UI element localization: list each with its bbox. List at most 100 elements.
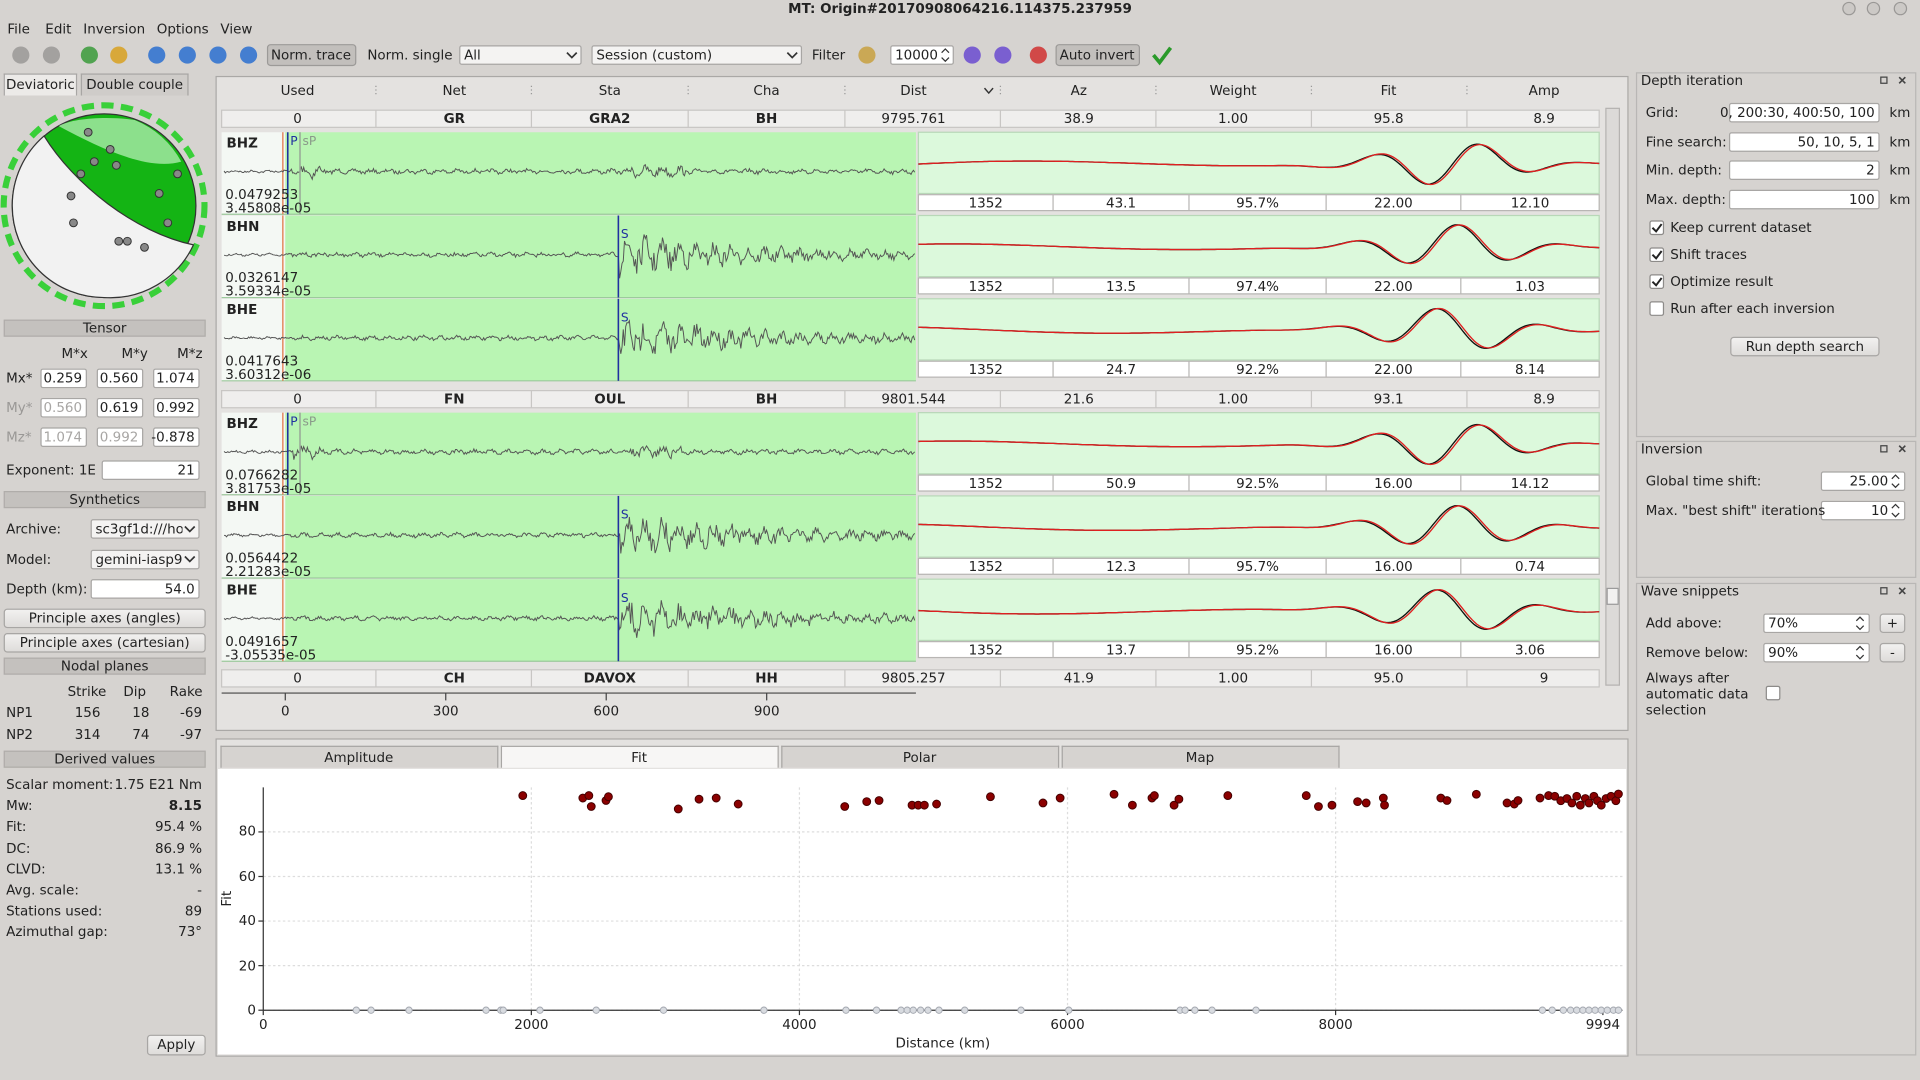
depth-field[interactable] [1728, 131, 1880, 152]
session-combo[interactable] [591, 45, 803, 65]
selection-combo[interactable] [459, 45, 582, 65]
stats-cell: 1352 [968, 278, 1003, 295]
checkbox-label[interactable]: Run after each inversion [1670, 300, 1835, 317]
fit-window [917, 131, 1600, 195]
menu-item[interactable]: Edit [45, 21, 72, 38]
stats-cell: 92.5% [1236, 475, 1279, 492]
tab[interactable] [80, 73, 189, 96]
stats-cell: 13.5 [1106, 278, 1137, 295]
filter-spin[interactable] [890, 45, 954, 65]
spin-box[interactable] [1820, 500, 1906, 521]
scrollbar[interactable] [1605, 107, 1620, 686]
depth-field[interactable] [1728, 189, 1880, 210]
fit-window [917, 298, 1600, 361]
tensor-cell[interactable] [40, 397, 87, 418]
tab[interactable] [220, 745, 499, 768]
checkbox-label[interactable]: Shift traces [1670, 246, 1747, 263]
checkbox-label[interactable]: Optimize result [1670, 273, 1774, 290]
trace-window [285, 579, 916, 662]
synthetic-combo[interactable] [90, 549, 200, 569]
tab[interactable] [500, 745, 779, 768]
tensor-cell[interactable] [40, 368, 87, 389]
column-header[interactable]: Weight [1209, 82, 1257, 99]
section-title: Nodal planes [60, 658, 149, 675]
menu-item[interactable]: File [7, 21, 30, 38]
tensor-cell[interactable] [40, 427, 87, 447]
stats-cell: 1352 [968, 642, 1003, 659]
button-text: Principle axes (cartesian) [19, 634, 190, 651]
column-header[interactable]: Used [280, 82, 315, 99]
menu-item[interactable]: Options [156, 21, 209, 38]
tensor-cell[interactable] [96, 368, 144, 389]
column-header[interactable]: Amp [1528, 82, 1560, 99]
button-text: + [1886, 615, 1899, 632]
checkbox-label[interactable]: Always after automatic data selection [1645, 670, 1749, 719]
scrollbar-handle[interactable] [1606, 587, 1619, 605]
button-text: Run depth search [1745, 338, 1865, 355]
column-header[interactable]: Dist [900, 82, 927, 99]
unused-point [1065, 1006, 1073, 1014]
tensor-cell[interactable] [153, 397, 200, 418]
checkbox[interactable] [1649, 301, 1665, 316]
observed-waveform [223, 234, 916, 279]
menu-item[interactable]: View [220, 21, 253, 38]
combo-arrow [566, 52, 578, 59]
checkbox[interactable] [1765, 685, 1781, 701]
axes-button[interactable] [3, 632, 206, 653]
snippet-button[interactable] [1879, 613, 1906, 634]
column-header[interactable]: Sta [598, 82, 621, 99]
tab[interactable] [781, 745, 1060, 768]
station-cell: OUL [594, 391, 626, 408]
window-title: MT: Origin#20170908064216.114375.237959 [788, 0, 1132, 17]
toolbar-label[interactable]: Norm. single [367, 47, 453, 64]
unused-point [592, 1006, 600, 1014]
column-header[interactable]: Az [1070, 82, 1087, 99]
column-header[interactable]: Fit [1380, 82, 1397, 99]
amplitude-label: 0.0491657 [225, 633, 299, 650]
beachball-station [89, 157, 99, 167]
y-tick-label: 40 [238, 913, 256, 930]
derived-value: 8.15 [168, 797, 203, 814]
stats-cell: 1.03 [1515, 278, 1545, 295]
beachball-station [66, 191, 76, 201]
window-button [1866, 1, 1881, 16]
fit-point [1380, 800, 1389, 810]
spin-box[interactable] [1763, 642, 1870, 663]
derived-value: - [197, 882, 203, 899]
tab[interactable] [1061, 745, 1340, 768]
observed-waveform [223, 163, 916, 181]
toggle-button[interactable] [266, 44, 357, 67]
checkbox-label[interactable]: Keep current dataset [1670, 219, 1812, 236]
depth-input[interactable] [90, 579, 200, 599]
fit-point [1055, 793, 1065, 803]
menu-item[interactable]: Inversion [83, 21, 146, 38]
axes-button[interactable] [3, 608, 206, 629]
exponent-spin[interactable] [101, 460, 200, 480]
tensor-cell[interactable] [96, 427, 144, 447]
toggle-button[interactable] [1055, 44, 1140, 67]
dock-float [1880, 76, 1888, 84]
stats-row [917, 194, 1600, 212]
phase-label: S [620, 228, 629, 242]
spin-box[interactable] [1763, 613, 1870, 634]
column-header: M*y [121, 345, 148, 362]
snippet-button[interactable] [1879, 642, 1906, 663]
tensor-cell[interactable] [96, 397, 144, 418]
fit-point [986, 792, 995, 802]
depth-field[interactable] [1728, 102, 1880, 123]
station-cell: CH [443, 670, 465, 687]
apply-button[interactable] [146, 1034, 206, 1055]
tab[interactable] [3, 73, 78, 96]
tensor-cell[interactable] [153, 368, 200, 389]
tensor-cell[interactable] [153, 427, 200, 447]
run-depth-button[interactable] [1730, 336, 1880, 357]
column-header[interactable]: Cha [753, 82, 780, 99]
fit-point [1361, 798, 1371, 808]
plot-area [263, 787, 1623, 1011]
unused-point [499, 1006, 507, 1014]
column-header[interactable]: Net [442, 82, 467, 99]
synthetic-combo[interactable] [90, 519, 200, 539]
depth-field[interactable] [1728, 160, 1880, 181]
spin-box[interactable] [1820, 471, 1906, 492]
unused-point [1597, 1006, 1605, 1014]
